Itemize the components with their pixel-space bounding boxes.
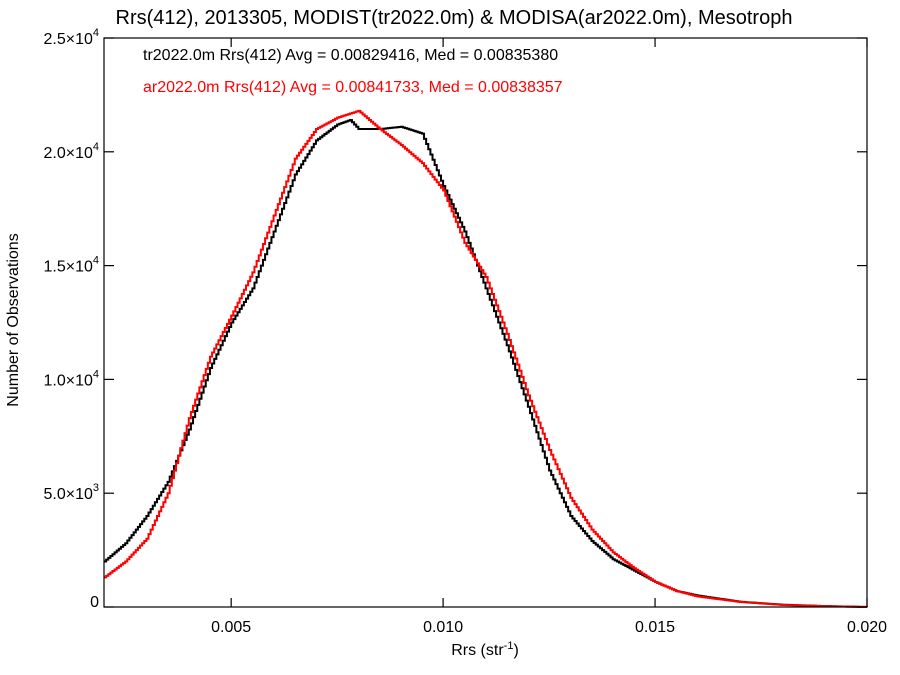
- y-tick-label-0: 0: [90, 594, 99, 611]
- legend-entry-ar2022: ar2022.0m Rrs(412) Avg = 0.00841733, Med…: [143, 79, 563, 96]
- y-axis: 0 5.0×103 1.0×104 1.5×104 2.0×104 2.5×104: [43, 27, 867, 611]
- y-tick-label-3: 1.5×104: [43, 255, 99, 276]
- x-tick-label-3: 0.020: [847, 619, 887, 636]
- plot-frame: [103, 37, 868, 608]
- x-axis-title: Rrs (str-1): [451, 640, 519, 659]
- series-layer: [104, 109, 868, 608]
- y-tick-label-1: 5.0×103: [43, 482, 99, 503]
- x-axis: 0.005 0.010 0.015 0.020: [211, 38, 887, 636]
- y-axis-title: Number of Observations: [5, 233, 22, 406]
- y-tick-label-5: 2.5×104: [43, 27, 99, 48]
- x-tick-label-2: 0.015: [635, 619, 675, 636]
- x-axis-title-superscript: -1: [504, 640, 514, 652]
- y-tick-label-2: 1.0×104: [43, 368, 99, 389]
- x-axis-title-tail: ): [513, 642, 518, 659]
- series-line-0: [104, 118, 868, 608]
- x-tick-label-0: 0.005: [211, 619, 251, 636]
- y-tick-label-4: 2.0×104: [43, 141, 99, 162]
- chart-title: Rrs(412), 2013305, MODIST(tr2022.0m) & M…: [116, 7, 793, 29]
- legend: tr2022.0m Rrs(412) Avg = 0.00829416, Med…: [143, 47, 563, 96]
- x-tick-label-1: 0.010: [423, 619, 463, 636]
- x-axis-title-base: Rrs (str: [451, 642, 504, 659]
- legend-entry-tr2022: tr2022.0m Rrs(412) Avg = 0.00829416, Med…: [143, 47, 558, 64]
- series-line-1: [104, 109, 868, 608]
